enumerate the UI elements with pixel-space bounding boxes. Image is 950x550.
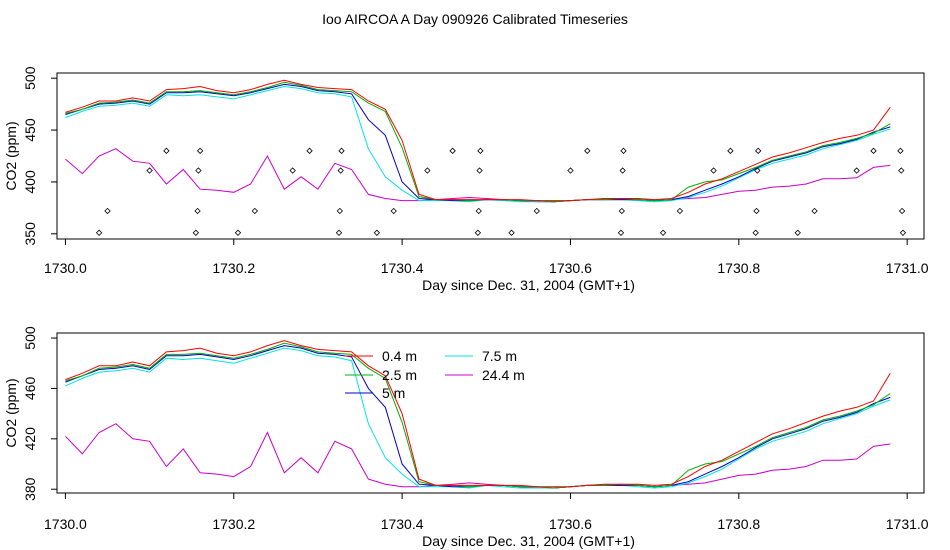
diamond-marker bbox=[192, 229, 200, 236]
diamond-marker bbox=[289, 167, 296, 174]
x-tick-label: 1730.4 bbox=[381, 516, 424, 532]
y-tick-label: 400 bbox=[22, 170, 38, 194]
diamond-marker bbox=[752, 229, 759, 236]
diamond-marker bbox=[104, 207, 111, 215]
diamond-marker bbox=[794, 229, 801, 236]
diamond-marker bbox=[338, 147, 345, 154]
chart-title: Ioo AIRCOA A Day 090926 Calibrated Times… bbox=[322, 11, 628, 27]
series-line-2-5-m bbox=[65, 342, 891, 489]
y-tick-label: 380 bbox=[22, 477, 38, 501]
series-line-2-5-m bbox=[65, 81, 891, 203]
diamond-marker bbox=[95, 229, 103, 236]
diamond-marker bbox=[373, 229, 381, 236]
diamond-marker bbox=[811, 207, 818, 215]
diamond-marker bbox=[196, 147, 204, 154]
diamond-marker bbox=[727, 147, 734, 154]
x-tick-label: 1730.0 bbox=[44, 260, 87, 276]
x-tick-label: 1730.8 bbox=[717, 516, 760, 532]
x-tick-label: 1731.0 bbox=[886, 260, 929, 276]
legend-label: 5 m bbox=[382, 385, 405, 401]
series-line-0-4-m bbox=[65, 79, 891, 202]
x-tick-label: 1730.6 bbox=[549, 260, 592, 276]
diamond-marker bbox=[336, 207, 343, 215]
diamond-marker bbox=[584, 147, 591, 154]
y-tick-label: 350 bbox=[22, 222, 38, 246]
diamond-marker bbox=[251, 207, 258, 215]
diamond-marker bbox=[390, 207, 397, 215]
diamond-marker bbox=[475, 207, 482, 215]
diamond-marker bbox=[898, 167, 905, 174]
diamond-marker bbox=[898, 207, 906, 215]
y-axis-label: CO2 (ppm) bbox=[3, 121, 19, 190]
series-line-24-4-m bbox=[65, 148, 891, 203]
plot-frame bbox=[56, 72, 925, 240]
x-axis-label: Day since Dec. 31, 2004 (GMT+1) bbox=[422, 277, 635, 293]
x-tick-label: 1730.0 bbox=[44, 516, 87, 532]
series-line-5-m bbox=[65, 345, 891, 489]
diamond-marker bbox=[755, 147, 762, 154]
diamond-marker bbox=[337, 167, 344, 174]
diamond-marker bbox=[449, 147, 456, 154]
legend-label: 2.5 m bbox=[382, 367, 417, 383]
diamond-marker bbox=[476, 167, 483, 174]
diamond-marker bbox=[899, 229, 907, 236]
diamond-marker bbox=[533, 207, 540, 215]
diamond-marker bbox=[619, 167, 626, 174]
diamond-marker bbox=[618, 207, 625, 215]
diamond-marker bbox=[897, 147, 904, 154]
x-tick-label: 1730.4 bbox=[381, 260, 424, 276]
x-axis-label: Day since Dec. 31, 2004 (GMT+1) bbox=[422, 533, 635, 549]
series-line-5-m bbox=[65, 83, 891, 203]
series-line-7-5-m bbox=[65, 85, 891, 203]
x-tick-label: 1730.2 bbox=[212, 516, 255, 532]
diamond-marker bbox=[754, 167, 761, 174]
diamond-marker bbox=[508, 229, 515, 236]
y-tick-label: 450 bbox=[22, 118, 38, 142]
diamond-marker bbox=[234, 229, 242, 236]
x-tick-label: 1731.0 bbox=[886, 516, 929, 532]
y-tick-label: 420 bbox=[22, 427, 38, 451]
series-line-24-4-m bbox=[65, 423, 891, 489]
diamond-marker bbox=[306, 147, 313, 154]
x-tick-label: 1730.8 bbox=[717, 260, 760, 276]
y-tick-label: 500 bbox=[22, 66, 38, 90]
panel-top: 1730.0 1730.2 1730.4 1730.6 1730.8 1731.0 350 4… bbox=[3, 66, 929, 293]
x-tick-label: 1730.6 bbox=[549, 516, 592, 532]
diamond-marker bbox=[676, 207, 684, 215]
diamond-marker bbox=[163, 147, 170, 154]
diamond-marker bbox=[853, 167, 860, 174]
diamond-marker bbox=[710, 167, 717, 174]
diamond-marker bbox=[335, 229, 343, 236]
series-line-0-4-m bbox=[65, 340, 891, 488]
diamond-marker bbox=[753, 207, 760, 215]
series-line-7-5-m bbox=[65, 347, 891, 489]
x-tick-label: 1730.2 bbox=[212, 260, 255, 276]
diamond-marker bbox=[870, 147, 877, 154]
diamond-marker bbox=[620, 147, 627, 154]
legend-label: 0.4 m bbox=[382, 348, 417, 364]
diamond-marker bbox=[477, 147, 484, 154]
legend-label: 7.5 m bbox=[482, 348, 517, 364]
y-tick-label: 500 bbox=[22, 326, 38, 350]
legend-label: 24.4 m bbox=[482, 367, 525, 383]
diamond-marker bbox=[194, 207, 201, 215]
diamond-marker bbox=[474, 229, 482, 236]
y-axis-label: CO2 (ppm) bbox=[3, 378, 19, 447]
diamond-marker bbox=[424, 167, 431, 174]
diamond-marker bbox=[659, 229, 667, 236]
plot-frame bbox=[56, 332, 925, 494]
diamond-marker bbox=[195, 167, 202, 174]
y-tick-label: 460 bbox=[22, 377, 38, 401]
panel-bottom: 1730.0 1730.2 1730.4 1730.6 1730.8 1731.0 380 4… bbox=[3, 326, 929, 549]
diamond-marker bbox=[146, 167, 153, 174]
diamond-marker bbox=[617, 229, 625, 236]
diamond-marker bbox=[567, 167, 574, 174]
